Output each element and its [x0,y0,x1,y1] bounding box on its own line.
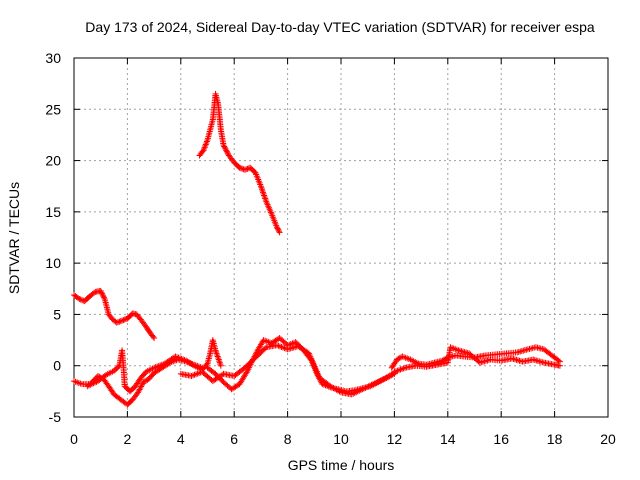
series-track-low-2 [84,337,224,395]
data-point [262,345,269,352]
data-point [97,287,104,294]
data-point [223,148,230,155]
x-tick-label: 10 [333,431,349,447]
data-point [143,377,150,384]
data-point [236,164,243,171]
x-tick-label: 0 [70,431,78,447]
data-point [221,144,228,151]
data-point [237,165,244,172]
x-tick-label: 20 [600,431,616,447]
y-tick-label: 30 [45,50,61,66]
data-point [99,291,106,298]
series-track-high-1 [71,287,158,342]
y-tick-label: -5 [49,409,62,425]
data-point [556,362,563,369]
data-point [121,316,128,323]
data-point [273,224,280,231]
x-tick-label: 14 [440,431,456,447]
data-point [217,362,224,369]
data-point [241,166,248,173]
data-point [120,317,127,324]
data-point [274,225,281,232]
data-point [239,165,246,172]
data-point [202,142,209,149]
data-point [275,226,282,233]
x-tick-label: 12 [387,431,403,447]
data-point [223,147,230,154]
data-point [117,318,124,325]
data-point [243,166,250,173]
series-track-late-b [391,344,563,375]
data-point [150,333,157,340]
y-tick-label: 0 [53,358,61,374]
data-point [113,319,120,326]
data-point [98,289,105,296]
data-point [276,229,283,236]
data-point [201,145,208,152]
data-point [222,146,229,153]
series-track-high-2 [196,90,283,236]
chart-title: Day 173 of 2024, Sidereal Day-to-day VTE… [85,19,595,35]
y-tick-label: 10 [45,255,61,271]
data-point [203,138,210,145]
data-point [203,139,210,146]
data-point [243,369,250,376]
data-point [202,141,209,148]
data-point [220,142,227,149]
data-point [116,318,123,325]
data-point [201,144,208,151]
data-point [119,317,126,324]
y-axis-label: SDTVAR / TECUs [6,182,22,294]
x-tick-label: 18 [547,431,563,447]
data-point [100,293,107,300]
data-point [200,147,207,154]
x-axis-label: GPS time / hours [288,457,395,473]
x-tick-label: 16 [493,431,509,447]
series-track-mid-b [177,342,398,398]
y-tick-label: 5 [53,306,61,322]
data-point [221,143,228,150]
data-marks [71,90,563,408]
y-tick-label: 15 [45,204,61,220]
data-point [275,228,282,235]
data-point [77,296,84,303]
data-point [224,149,231,156]
y-tick-label: 25 [45,101,61,117]
y-tick-label: 20 [45,153,61,169]
data-point [396,355,403,362]
x-tick-label: 8 [284,431,292,447]
x-tick-label: 2 [124,431,132,447]
data-point [101,294,108,301]
data-point [115,319,122,326]
grid [74,58,608,417]
data-point [76,296,83,303]
axis-ticks: 0 2 4 6 8 10 12 14 16 18 20 -5 0 5 10 15 20 25 30 [45,50,616,447]
x-tick-label: 4 [177,431,185,447]
data-point [99,290,106,297]
data-point [91,289,98,296]
data-point [151,335,158,342]
x-tick-label: 6 [230,431,238,447]
data-point [115,363,122,370]
